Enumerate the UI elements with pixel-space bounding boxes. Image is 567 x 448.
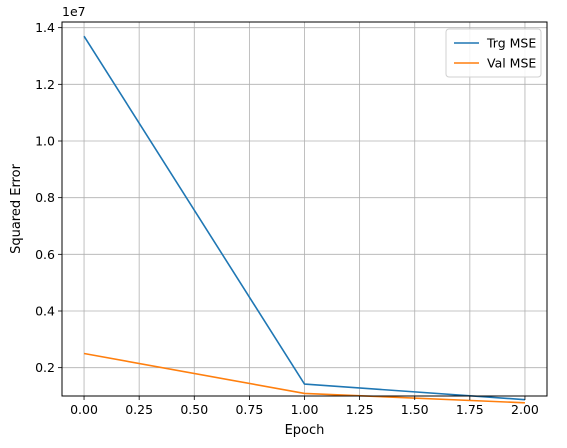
y-axis: 0.2 0.4 0.6 0.8 1.0 1.2 1.4 <box>35 20 62 375</box>
x-tick-label: 1.50 <box>401 402 429 417</box>
y-tick-label: 0.6 <box>35 247 55 262</box>
x-tick-label: 0.75 <box>235 402 263 417</box>
legend: Trg MSE Val MSE <box>445 28 542 78</box>
x-tick-label: 0.25 <box>125 402 153 417</box>
series-line-1 <box>83 35 526 401</box>
y-axis-offset-label: 1e7 <box>62 4 86 19</box>
x-tick-label: 2.00 <box>511 402 539 417</box>
x-axis: 0.00 0.25 0.50 0.75 1.00 1.25 1.50 1.75 2.00 <box>70 396 539 417</box>
x-tick-label: 0.50 <box>180 402 208 417</box>
legend-label: Trg MSE <box>486 36 536 51</box>
y-tick-label: 1.0 <box>35 134 55 149</box>
y-tick-label: 1.4 <box>35 20 55 35</box>
x-tick-label: 1.25 <box>346 402 374 417</box>
legend-label: Val MSE <box>487 56 536 71</box>
y-tick-label: 0.8 <box>35 190 55 205</box>
y-tick-label: 0.2 <box>35 360 55 375</box>
legend-box <box>445 28 542 78</box>
grid-lines <box>62 22 547 396</box>
y-tick-label: 1.2 <box>35 77 55 92</box>
x-tick-label: 0.00 <box>70 402 98 417</box>
series-layer <box>83 35 526 404</box>
y-axis-label: Squared Error <box>9 163 24 253</box>
y-tick-label: 0.4 <box>35 304 55 319</box>
x-tick-label: 1.00 <box>291 402 319 417</box>
x-axis-label: Epoch <box>285 423 325 438</box>
series-line-2 <box>83 352 525 404</box>
x-tick-label: 1.75 <box>456 402 484 417</box>
